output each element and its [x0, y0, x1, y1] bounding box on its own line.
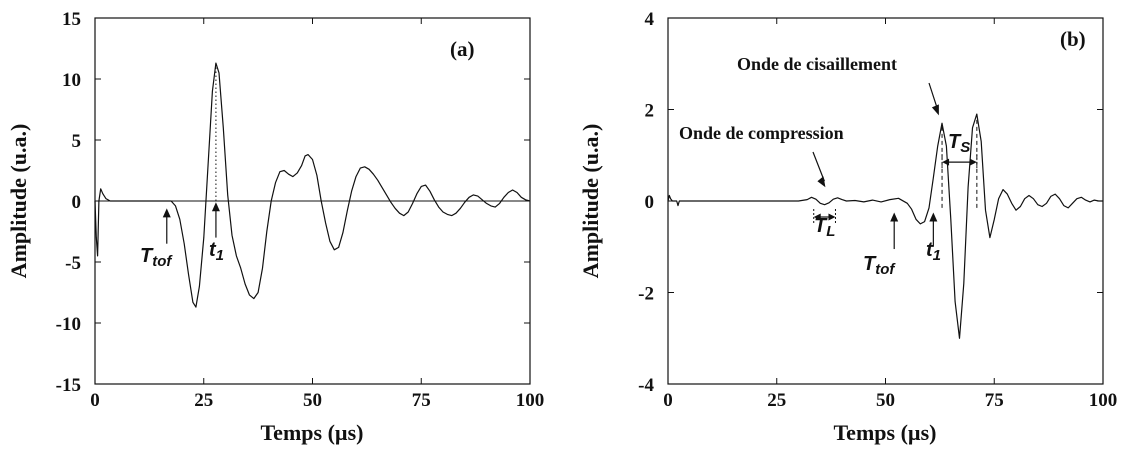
shear-wave-label: Onde de cisaillement: [737, 54, 897, 74]
arrow-head: [969, 158, 977, 166]
x-tick-label: 25: [194, 390, 213, 411]
arrow-head: [931, 104, 939, 116]
arrow-head: [813, 213, 821, 221]
y-tick-label: -5: [65, 253, 81, 274]
panel-b-annotations: Onde de cisaillement Onde de compression…: [679, 54, 978, 278]
signal-line: [667, 113, 1103, 339]
arrow-head: [929, 212, 938, 222]
signal-line: [94, 62, 531, 308]
x-tick-label: 75: [985, 390, 1004, 411]
y-tick-label: -10: [56, 314, 81, 335]
panel-b-y-axis-title: Amplitude (u.a.): [578, 124, 603, 279]
panel-b-ticks: 0 25 50 75 100 -4 -2 0 2 4: [638, 9, 1117, 411]
x-tick-label: 0: [663, 390, 673, 411]
x-tick-label: 100: [1089, 390, 1118, 411]
panel-b-x-axis-title: Temps (µs): [834, 420, 937, 445]
panel-a-y-axis-title: Amplitude (u.a.): [6, 124, 31, 279]
panel-b-ts-label: TS: [948, 131, 970, 156]
panel-b-label: (b): [1060, 27, 1086, 51]
panel-b-plot-area: [667, 113, 1103, 339]
x-tick-label: 100: [516, 390, 545, 411]
panel-b-ttof-label: Ttof: [863, 253, 896, 278]
panel-b-tl-label: TL: [814, 215, 835, 240]
arrow-head: [828, 213, 836, 221]
y-tick-label: -15: [56, 375, 81, 396]
y-tick-label: -4: [638, 375, 654, 396]
panel-a-annotation-ttof: Ttof: [140, 245, 173, 270]
panel-b: (b) Temps (µs) Amplitude (u.a.) 0 25 50 75 1…: [578, 9, 1117, 445]
arrow-head: [890, 212, 899, 222]
x-tick-label: 50: [876, 390, 895, 411]
panel-a-label: (a): [450, 37, 475, 61]
y-tick-label: 5: [72, 131, 82, 152]
arrow-head: [817, 176, 826, 188]
x-tick-label: 50: [303, 390, 322, 411]
y-tick-label: 10: [62, 70, 81, 91]
panel-a: (a) Temps (µs) Amplitude (u.a.) 0 25 50 75 1…: [6, 9, 544, 445]
y-tick-label: 15: [62, 9, 81, 30]
compression-wave-label: Onde de compression: [679, 123, 844, 143]
arrow-head: [942, 158, 950, 166]
panel-a-t1-label: t1: [209, 239, 224, 264]
arrow-head: [211, 202, 220, 212]
y-tick-label: 2: [645, 101, 655, 122]
panel-a-annotations: Ttof t1: [140, 63, 224, 270]
panel-b-t1-label: t1: [926, 239, 941, 264]
x-tick-label: 0: [90, 390, 100, 411]
compression-wave-pointer: [812, 151, 825, 182]
panel-a-plot-area: [94, 62, 531, 308]
panel-a-x-axis-title: Temps (µs): [261, 420, 364, 445]
y-tick-label: 4: [645, 9, 655, 30]
panel-a-annotation-t1: t1: [209, 239, 224, 264]
panel-a-ttof-label: Ttof: [140, 245, 173, 270]
panel-a-ticks: 0 25 50 75 100 -15 -10 -5 0 5 10 15: [56, 9, 545, 411]
x-tick-label: 25: [767, 390, 786, 411]
y-tick-label: 0: [72, 192, 82, 213]
x-tick-label: 75: [412, 390, 431, 411]
arrow-head: [162, 208, 171, 218]
y-tick-label: -2: [638, 284, 654, 305]
y-tick-label: 0: [645, 192, 655, 213]
